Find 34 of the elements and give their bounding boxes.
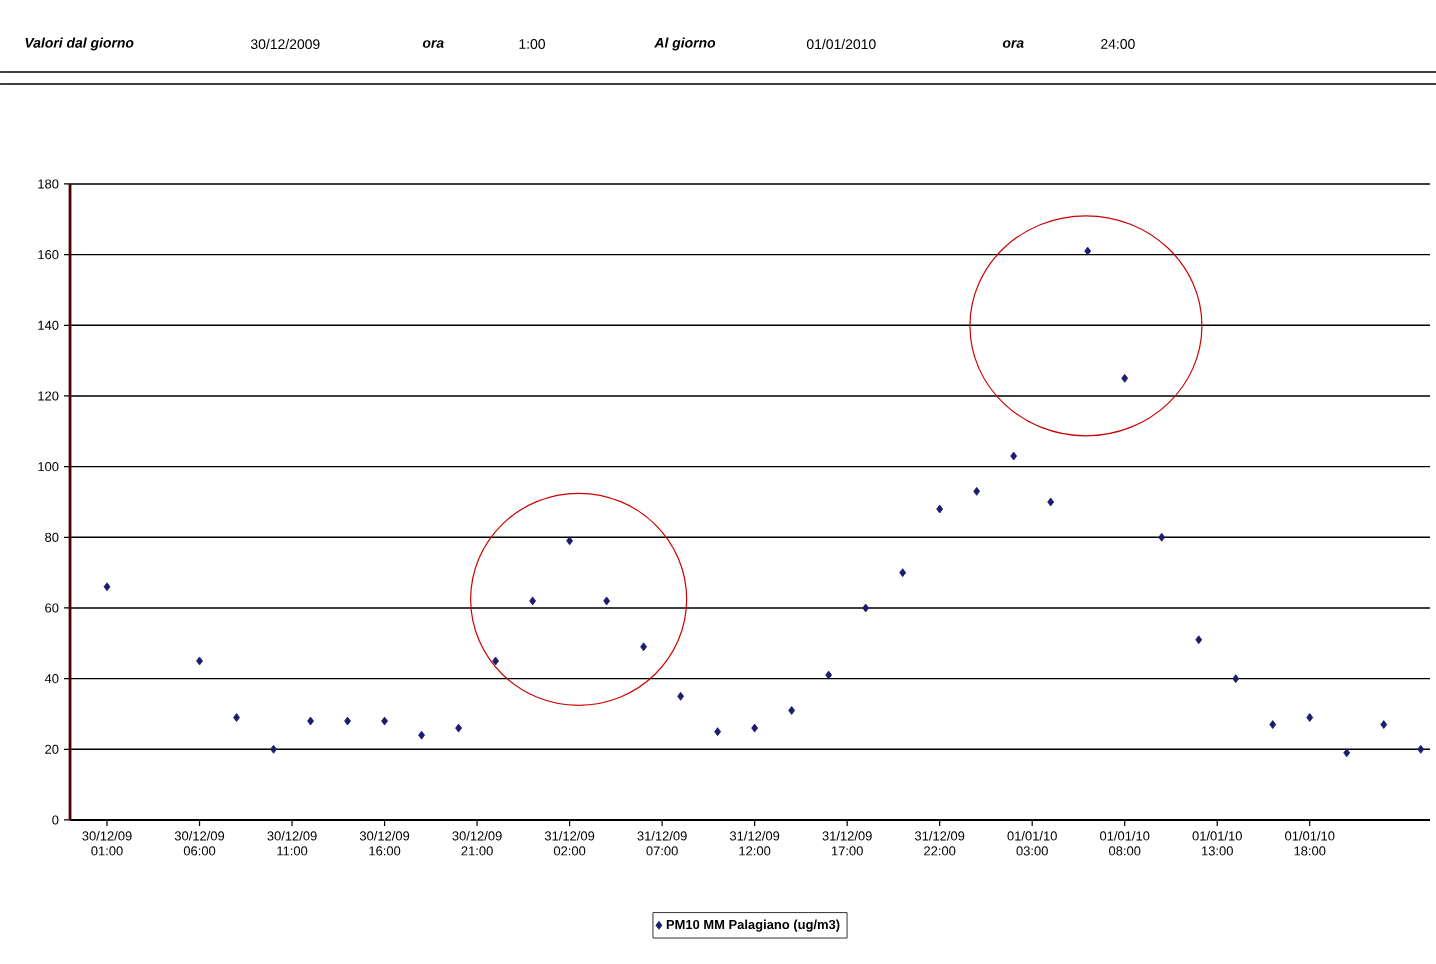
point xyxy=(1195,635,1203,645)
point xyxy=(1121,373,1129,383)
point xyxy=(492,656,499,666)
point xyxy=(640,642,648,652)
point xyxy=(1084,246,1092,256)
point xyxy=(103,582,111,592)
point xyxy=(1380,720,1388,729)
point xyxy=(270,744,277,754)
point xyxy=(677,691,685,701)
point xyxy=(1306,713,1314,722)
point xyxy=(1232,674,1240,684)
point xyxy=(1269,720,1277,729)
point xyxy=(973,486,981,496)
point xyxy=(1010,451,1018,461)
point xyxy=(751,723,759,733)
point xyxy=(529,596,536,606)
point xyxy=(714,727,722,737)
point xyxy=(936,504,944,514)
point xyxy=(788,706,796,715)
point xyxy=(344,716,351,726)
point xyxy=(603,596,611,606)
point xyxy=(196,656,203,666)
point xyxy=(566,536,574,546)
point xyxy=(1047,497,1055,507)
point xyxy=(381,716,388,726)
point xyxy=(418,730,425,740)
point xyxy=(233,713,240,722)
point xyxy=(825,670,833,680)
point xyxy=(1158,532,1166,542)
point xyxy=(455,723,462,733)
point xyxy=(307,716,314,726)
point xyxy=(899,568,907,578)
point xyxy=(1343,748,1351,758)
point xyxy=(862,603,870,613)
